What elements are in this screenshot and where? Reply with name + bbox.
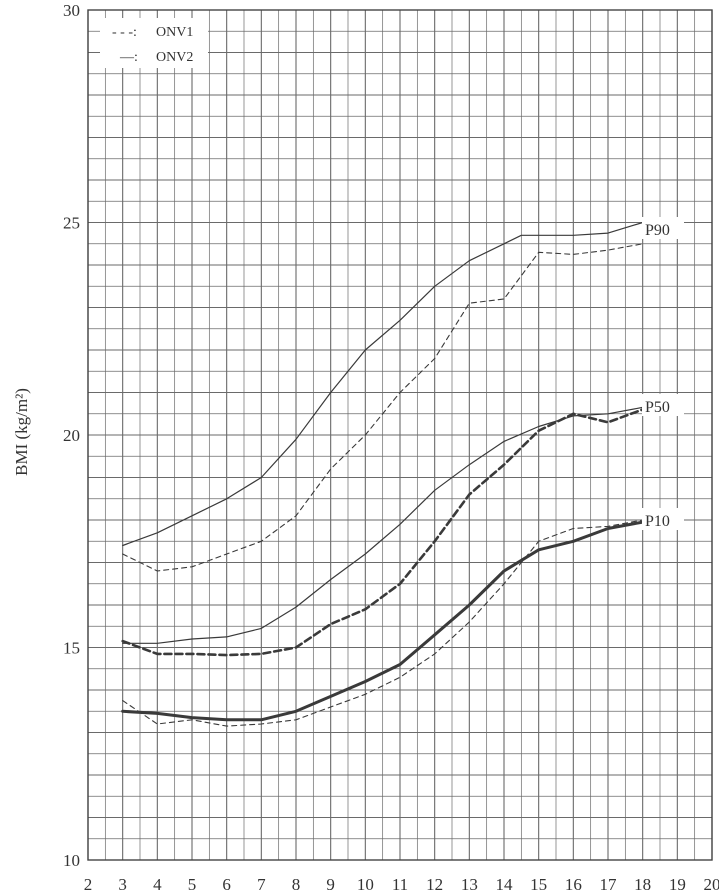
y-tick-label: 30 bbox=[63, 1, 80, 20]
legend-box bbox=[100, 18, 208, 68]
x-tick-label: 7 bbox=[257, 875, 266, 894]
label-bg-p90 bbox=[642, 217, 684, 239]
series-onv2-p50 bbox=[122, 406, 644, 644]
y-tick-label: 20 bbox=[63, 426, 80, 445]
legend-marker-onv1: - - -: bbox=[112, 25, 137, 40]
grid-major bbox=[87, 9, 713, 861]
series-onv2-p10 bbox=[121, 520, 645, 722]
x-tick-label: 4 bbox=[153, 875, 162, 894]
x-tick-label: 19 bbox=[669, 875, 686, 894]
tick-labels: 2 3 4 5 6 7 8 9 10 11 12 13 14 15 16 17 18 19 20 10 15 20 25 30 bbox=[63, 1, 719, 894]
series-onv2-p90 bbox=[122, 221, 644, 547]
legend-label-onv1: ONV1 bbox=[156, 25, 193, 40]
x-tick-label: 13 bbox=[461, 875, 478, 894]
y-axis-label: BMI (kg/m²) bbox=[12, 388, 31, 476]
plot-border bbox=[87, 9, 713, 861]
y-tick-label: 10 bbox=[63, 851, 80, 870]
x-tick-label: 3 bbox=[118, 875, 127, 894]
label-bg-p10 bbox=[642, 508, 684, 530]
legend-label-onv2: ONV2 bbox=[156, 50, 193, 65]
label-p90: P90 bbox=[645, 222, 670, 239]
x-tick-label: 6 bbox=[222, 875, 231, 894]
x-tick-label: 20 bbox=[704, 875, 719, 894]
y-tick-label: 25 bbox=[63, 214, 80, 233]
legend-marker-onv2: —: bbox=[119, 50, 138, 65]
label-p10: P10 bbox=[645, 513, 670, 530]
x-tick-label: 11 bbox=[392, 875, 408, 894]
curve-labels: P90 P50 P10 bbox=[642, 217, 684, 530]
label-p50: P50 bbox=[645, 399, 670, 416]
x-tick-label: 10 bbox=[357, 875, 374, 894]
series-onv1-p90 bbox=[122, 243, 644, 572]
series-layer bbox=[121, 221, 645, 727]
x-tick-label: 17 bbox=[600, 875, 618, 894]
x-tick-label: 18 bbox=[634, 875, 651, 894]
legend: - - -: ONV1 —: ONV2 bbox=[100, 18, 208, 68]
x-tick-label: 15 bbox=[530, 875, 547, 894]
y-tick-label: 15 bbox=[63, 639, 80, 658]
x-tick-label: 14 bbox=[496, 875, 514, 894]
x-tick-label: 8 bbox=[292, 875, 301, 894]
x-tick-label: 9 bbox=[326, 875, 335, 894]
series-onv1-p50 bbox=[121, 408, 645, 657]
series-onv1-p10 bbox=[122, 519, 644, 727]
x-tick-label: 2 bbox=[84, 875, 93, 894]
x-tick-label: 12 bbox=[426, 875, 443, 894]
label-bg-p50 bbox=[642, 394, 684, 416]
x-tick-label: 16 bbox=[565, 875, 582, 894]
x-tick-label: 5 bbox=[188, 875, 197, 894]
